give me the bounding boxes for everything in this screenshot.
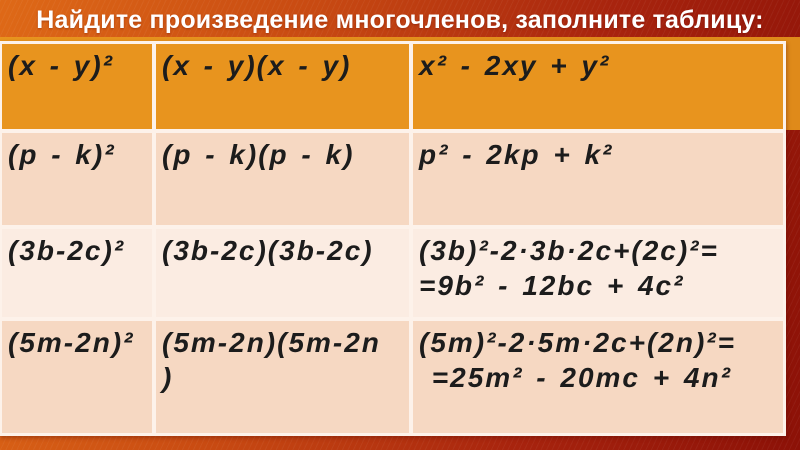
slide-title: Найдите произведение многочленов, заполн…: [36, 6, 764, 34]
cell-r2-c1: (p - k)²: [2, 133, 152, 225]
cell-r1-c1: (x - y)²: [2, 44, 152, 129]
cell-r3-c3: (3b)²-2·3b·2c+(2c)²= =9b² - 12bc + 4c²: [413, 229, 783, 317]
cell-r4-c2: (5m-2n)(5m-2n ): [156, 321, 409, 433]
polynomial-table: (x - y)² (x - y)(x - y) x² - 2xy + y² (p…: [0, 41, 786, 436]
cell-r1-c3: x² - 2xy + y²: [413, 44, 783, 129]
cell-r3-c1: (3b-2c)²: [2, 229, 152, 317]
cell-r4-c3: (5m)²-2·5m·2c+(2n)²= =25m² - 20mc + 4n²: [413, 321, 783, 433]
cell-r4-c1: (5m-2n)²: [2, 321, 152, 433]
cell-r3-c2: (3b-2c)(3b-2c): [156, 229, 409, 317]
cell-r1-c2: (x - y)(x - y): [156, 44, 409, 129]
cell-r2-c3: p² - 2kp + k²: [413, 133, 783, 225]
cell-r2-c2: (p - k)(p - k): [156, 133, 409, 225]
